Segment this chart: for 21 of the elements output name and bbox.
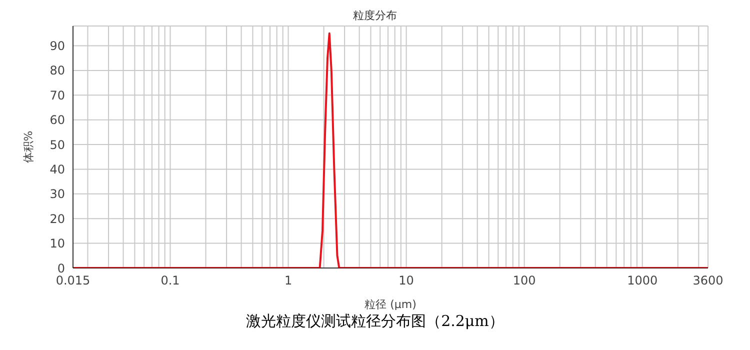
y-axis-title: 体积% (22, 130, 35, 164)
y-tick-label: 80 (50, 64, 65, 78)
y-tick-label: 70 (50, 88, 65, 102)
x-tick-label: 0.015 (56, 274, 90, 288)
x-tick-label: 1000 (627, 274, 658, 288)
y-tick-label: 90 (50, 39, 65, 54)
y-tick-label: 20 (50, 212, 65, 226)
x-tick-label: 10 (398, 274, 414, 288)
y-tick-label: 40 (50, 162, 65, 176)
y-tick-label: 50 (50, 138, 65, 152)
text: 激光粒度仪测试粒径分布图（2.2μm） (245, 312, 505, 331)
y-tick-label: 0 (57, 261, 65, 276)
y-tick-label: 10 (50, 236, 65, 251)
chart-title: 粒度分布 (352, 8, 398, 22)
x-tick-label: 0.1 (160, 274, 180, 288)
x-tick-label: 100 (512, 274, 536, 288)
x-tick-label: 1 (284, 274, 292, 288)
x-axis-title: 粒径 (μm) (364, 298, 416, 311)
y-tick-label: 60 (50, 113, 65, 128)
y-tick-label: 30 (50, 187, 65, 202)
x-tick-label: 3600 (692, 274, 724, 288)
